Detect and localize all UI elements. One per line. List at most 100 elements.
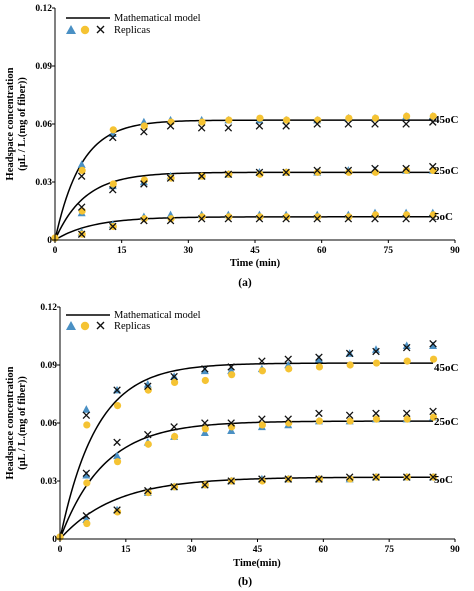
panel-b-model-curve-45	[59, 362, 434, 540]
panel-a-x-tick-0: 0	[53, 246, 58, 256]
cross-point-45	[197, 124, 206, 132]
cross-point-25	[227, 419, 235, 427]
cross-point-5	[282, 214, 290, 223]
cross-point-45	[227, 363, 235, 371]
panel-a-y-tick-1: 0.03	[35, 178, 52, 188]
cross-point-25	[315, 409, 323, 418]
panel-a-y-axis-title: Headspace concentration(µL / L.(mg of fi…	[5, 67, 28, 180]
chart-panel-a: 0 0.03 0.06 0.09 0.12 0 15 30 45 60 75 9…	[5, 4, 460, 289]
cross-point-25	[429, 162, 437, 171]
cross-point-45	[429, 118, 437, 126]
circle-point-25	[109, 180, 117, 188]
circle-point-5	[256, 213, 264, 221]
cross-point-45	[77, 172, 86, 180]
panel-a-label: (a)	[238, 277, 252, 289]
cross-point-45	[109, 133, 117, 142]
triangle-point-25	[82, 470, 91, 479]
triangle-point-45	[200, 366, 209, 375]
cross-point-45	[82, 411, 91, 420]
legend-triangle-marker	[66, 321, 76, 330]
circle-point-45	[346, 361, 354, 369]
chart-panel-b: 0 0.03 0.06 0.09 0.12 0 15 30 45 60 75 9…	[5, 303, 460, 588]
cross-point-5	[140, 216, 148, 225]
cross-point-5	[144, 486, 152, 495]
circle-point-25	[345, 168, 353, 176]
panel-a-x-tick-5: 75	[384, 246, 394, 256]
panel-b-ticks	[57, 306, 456, 542]
cross-point-25	[282, 168, 290, 177]
cross-point-45	[313, 120, 321, 128]
panel-b-x-tick-2: 30	[187, 545, 197, 555]
circle-point-25	[113, 458, 122, 466]
cross-point-25	[372, 409, 380, 418]
legend-replicas-label: Replicas	[114, 25, 150, 36]
cross-point-5	[109, 222, 117, 231]
triangle-point-45	[143, 380, 152, 388]
triangle-point-45	[314, 354, 323, 363]
cross-point-45	[284, 355, 292, 363]
triangle-point-45	[429, 341, 438, 349]
panel-a-x-tick-2: 30	[184, 246, 194, 256]
circle-point-25	[346, 417, 354, 425]
legend-replicas-label: Replicas	[114, 321, 150, 332]
circle-point-25	[171, 432, 179, 441]
panel-a-marks	[51, 111, 437, 242]
cross-point-5	[82, 512, 91, 520]
cross-point-5	[166, 216, 175, 225]
cross-point-25	[113, 438, 121, 447]
y-axis-title-line: (µL / L.(mg of fiber))	[17, 376, 28, 470]
panel-b-y-tick-2: 0.06	[40, 419, 57, 429]
triangle-point-25	[113, 451, 122, 460]
circle-point-45	[429, 112, 437, 120]
panel-b-legend: Mathematical model Replicas	[66, 310, 201, 332]
circle-point-25	[403, 415, 411, 423]
circle-point-25	[144, 440, 152, 448]
cross-point-5	[402, 214, 410, 223]
cross-point-25	[170, 423, 178, 431]
circle-point-45	[403, 357, 411, 365]
panel-a-x-tick-3: 45	[250, 246, 260, 256]
circle-point-45	[315, 363, 324, 371]
cross-point-45	[166, 122, 175, 130]
panel-b-marks	[56, 339, 438, 541]
cross-point-45	[371, 120, 379, 128]
panel-b-model-curve-25	[59, 420, 434, 540]
circle-point-45	[371, 114, 380, 122]
cross-point-25	[166, 174, 175, 182]
circle-point-45	[403, 112, 411, 120]
panel-b-model-curve-5	[59, 476, 434, 540]
circle-point-45	[83, 421, 91, 429]
cross-point-5	[77, 230, 86, 238]
legend-cross-marker	[96, 25, 105, 34]
panel-b-y-tick-1: 0.03	[40, 477, 57, 487]
y-axis-title-line: Headspace concentration	[5, 67, 16, 180]
y-axis-title-line: Headspace concentration	[5, 366, 16, 479]
panel-a-y-tick-3: 0.09	[35, 62, 52, 72]
circle-point-5	[83, 519, 91, 528]
cross-point-45	[315, 353, 323, 362]
cross-point-25	[344, 166, 353, 175]
circle-point-45	[225, 116, 233, 124]
cross-point-45	[255, 122, 264, 130]
panel-b-series-label-25: 25oC	[434, 416, 459, 428]
cross-point-25	[144, 430, 152, 439]
cross-point-5	[315, 475, 323, 483]
circle-point-45	[256, 114, 264, 122]
cross-point-45	[402, 343, 411, 352]
legend-model-label: Mathematical model	[114, 310, 201, 321]
cross-point-25	[371, 164, 379, 173]
circle-point-45	[201, 376, 209, 385]
cross-point-45	[402, 120, 410, 128]
cross-point-5	[402, 473, 411, 481]
panel-a-x-tick-4: 60	[317, 246, 327, 256]
cross-point-5	[429, 214, 437, 223]
cross-point-45	[372, 347, 380, 356]
legend-circle-marker	[80, 25, 90, 35]
legend-circle-marker	[80, 321, 90, 331]
circle-point-25	[403, 166, 411, 174]
legend-triangle-marker	[66, 25, 76, 34]
panel-a-series-label-25: 25oC	[434, 165, 459, 177]
panel-b-x-tick-1: 15	[121, 545, 131, 555]
panel-a-series-label-45: 45oC	[434, 114, 459, 126]
circle-point-5	[167, 215, 175, 223]
